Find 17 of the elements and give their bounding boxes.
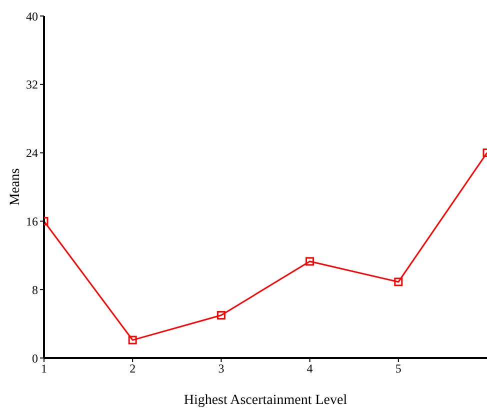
point xyxy=(394,278,403,286)
x-tick-label: 5 xyxy=(395,362,402,376)
y-axis-title: Means xyxy=(8,168,23,206)
x-axis-title: Highest Ascertainment Level xyxy=(184,393,348,408)
y-tick-label: 0 xyxy=(32,351,38,366)
x-tick-label: 4 xyxy=(306,362,313,376)
point xyxy=(306,257,314,266)
y-tick-label: 8 xyxy=(32,282,38,297)
y-tick-label: 24 xyxy=(26,146,38,160)
y-tick-label: 16 xyxy=(26,214,38,228)
x-tick-label: 2 xyxy=(130,362,136,376)
point xyxy=(128,336,137,344)
point xyxy=(216,311,226,320)
y-tick-label: 32 xyxy=(26,78,38,92)
x-tick-label: 3 xyxy=(218,362,224,376)
y-tick-label: 40 xyxy=(26,9,38,24)
x-tick-label: 1 xyxy=(41,362,47,376)
